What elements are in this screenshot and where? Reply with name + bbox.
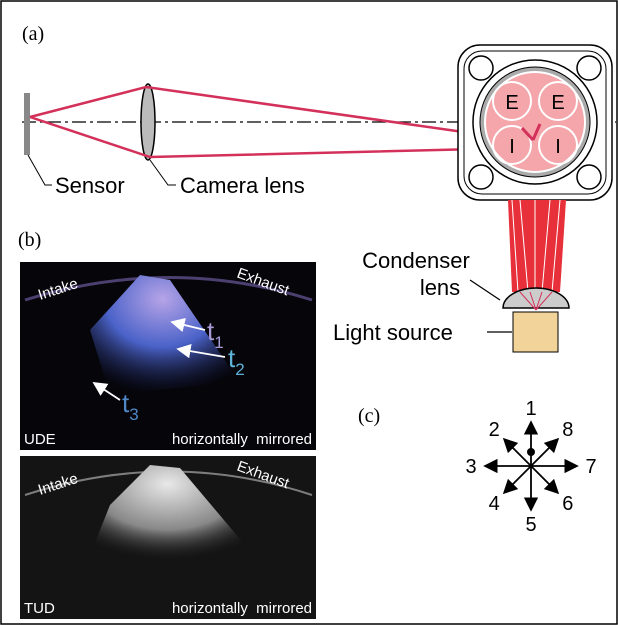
lens-label: Camera lens — [180, 173, 305, 198]
direction-label: 6 — [562, 493, 573, 515]
valve-label: E — [505, 92, 518, 114]
direction-arrow — [531, 439, 558, 466]
direction-label: 4 — [489, 493, 500, 515]
direction-label: 3 — [465, 456, 476, 478]
direction-label: 1 — [525, 398, 536, 420]
direction-arrow — [531, 466, 558, 493]
condenser-label: Condenser — [362, 248, 470, 273]
leader — [28, 155, 52, 185]
origin — [527, 448, 535, 456]
leader — [470, 280, 500, 300]
sensor — [24, 93, 30, 155]
valve-label: E — [551, 92, 564, 114]
direction-arrow — [504, 466, 531, 493]
condenser-label: lens — [420, 275, 460, 300]
light-source — [513, 312, 558, 352]
source-label: TUD — [24, 600, 55, 617]
engine — [458, 45, 612, 200]
source-label: UDE — [24, 431, 56, 448]
direction-label: 7 — [585, 456, 596, 478]
direction-label: 2 — [489, 419, 500, 441]
panel-label: (a) — [22, 23, 44, 45]
note: horizontally mirrored — [172, 600, 312, 617]
sensor-label: Sensor — [55, 173, 125, 198]
panel-label: (b) — [18, 229, 41, 251]
direction-label: 8 — [562, 419, 573, 441]
valve-label: I — [509, 136, 515, 158]
panel-label: (c) — [358, 405, 380, 427]
direction-label: 5 — [525, 514, 536, 536]
note: horizontally mirrored — [172, 431, 312, 448]
valve-label: I — [555, 136, 561, 158]
leader — [150, 160, 176, 185]
direction-arrow — [504, 439, 531, 466]
figure: (a) Sensor Camera lens E E I I Condenser… — [0, 0, 618, 625]
beam — [508, 200, 566, 292]
light-source-label: Light source — [333, 320, 453, 345]
camera-lens — [141, 84, 155, 160]
